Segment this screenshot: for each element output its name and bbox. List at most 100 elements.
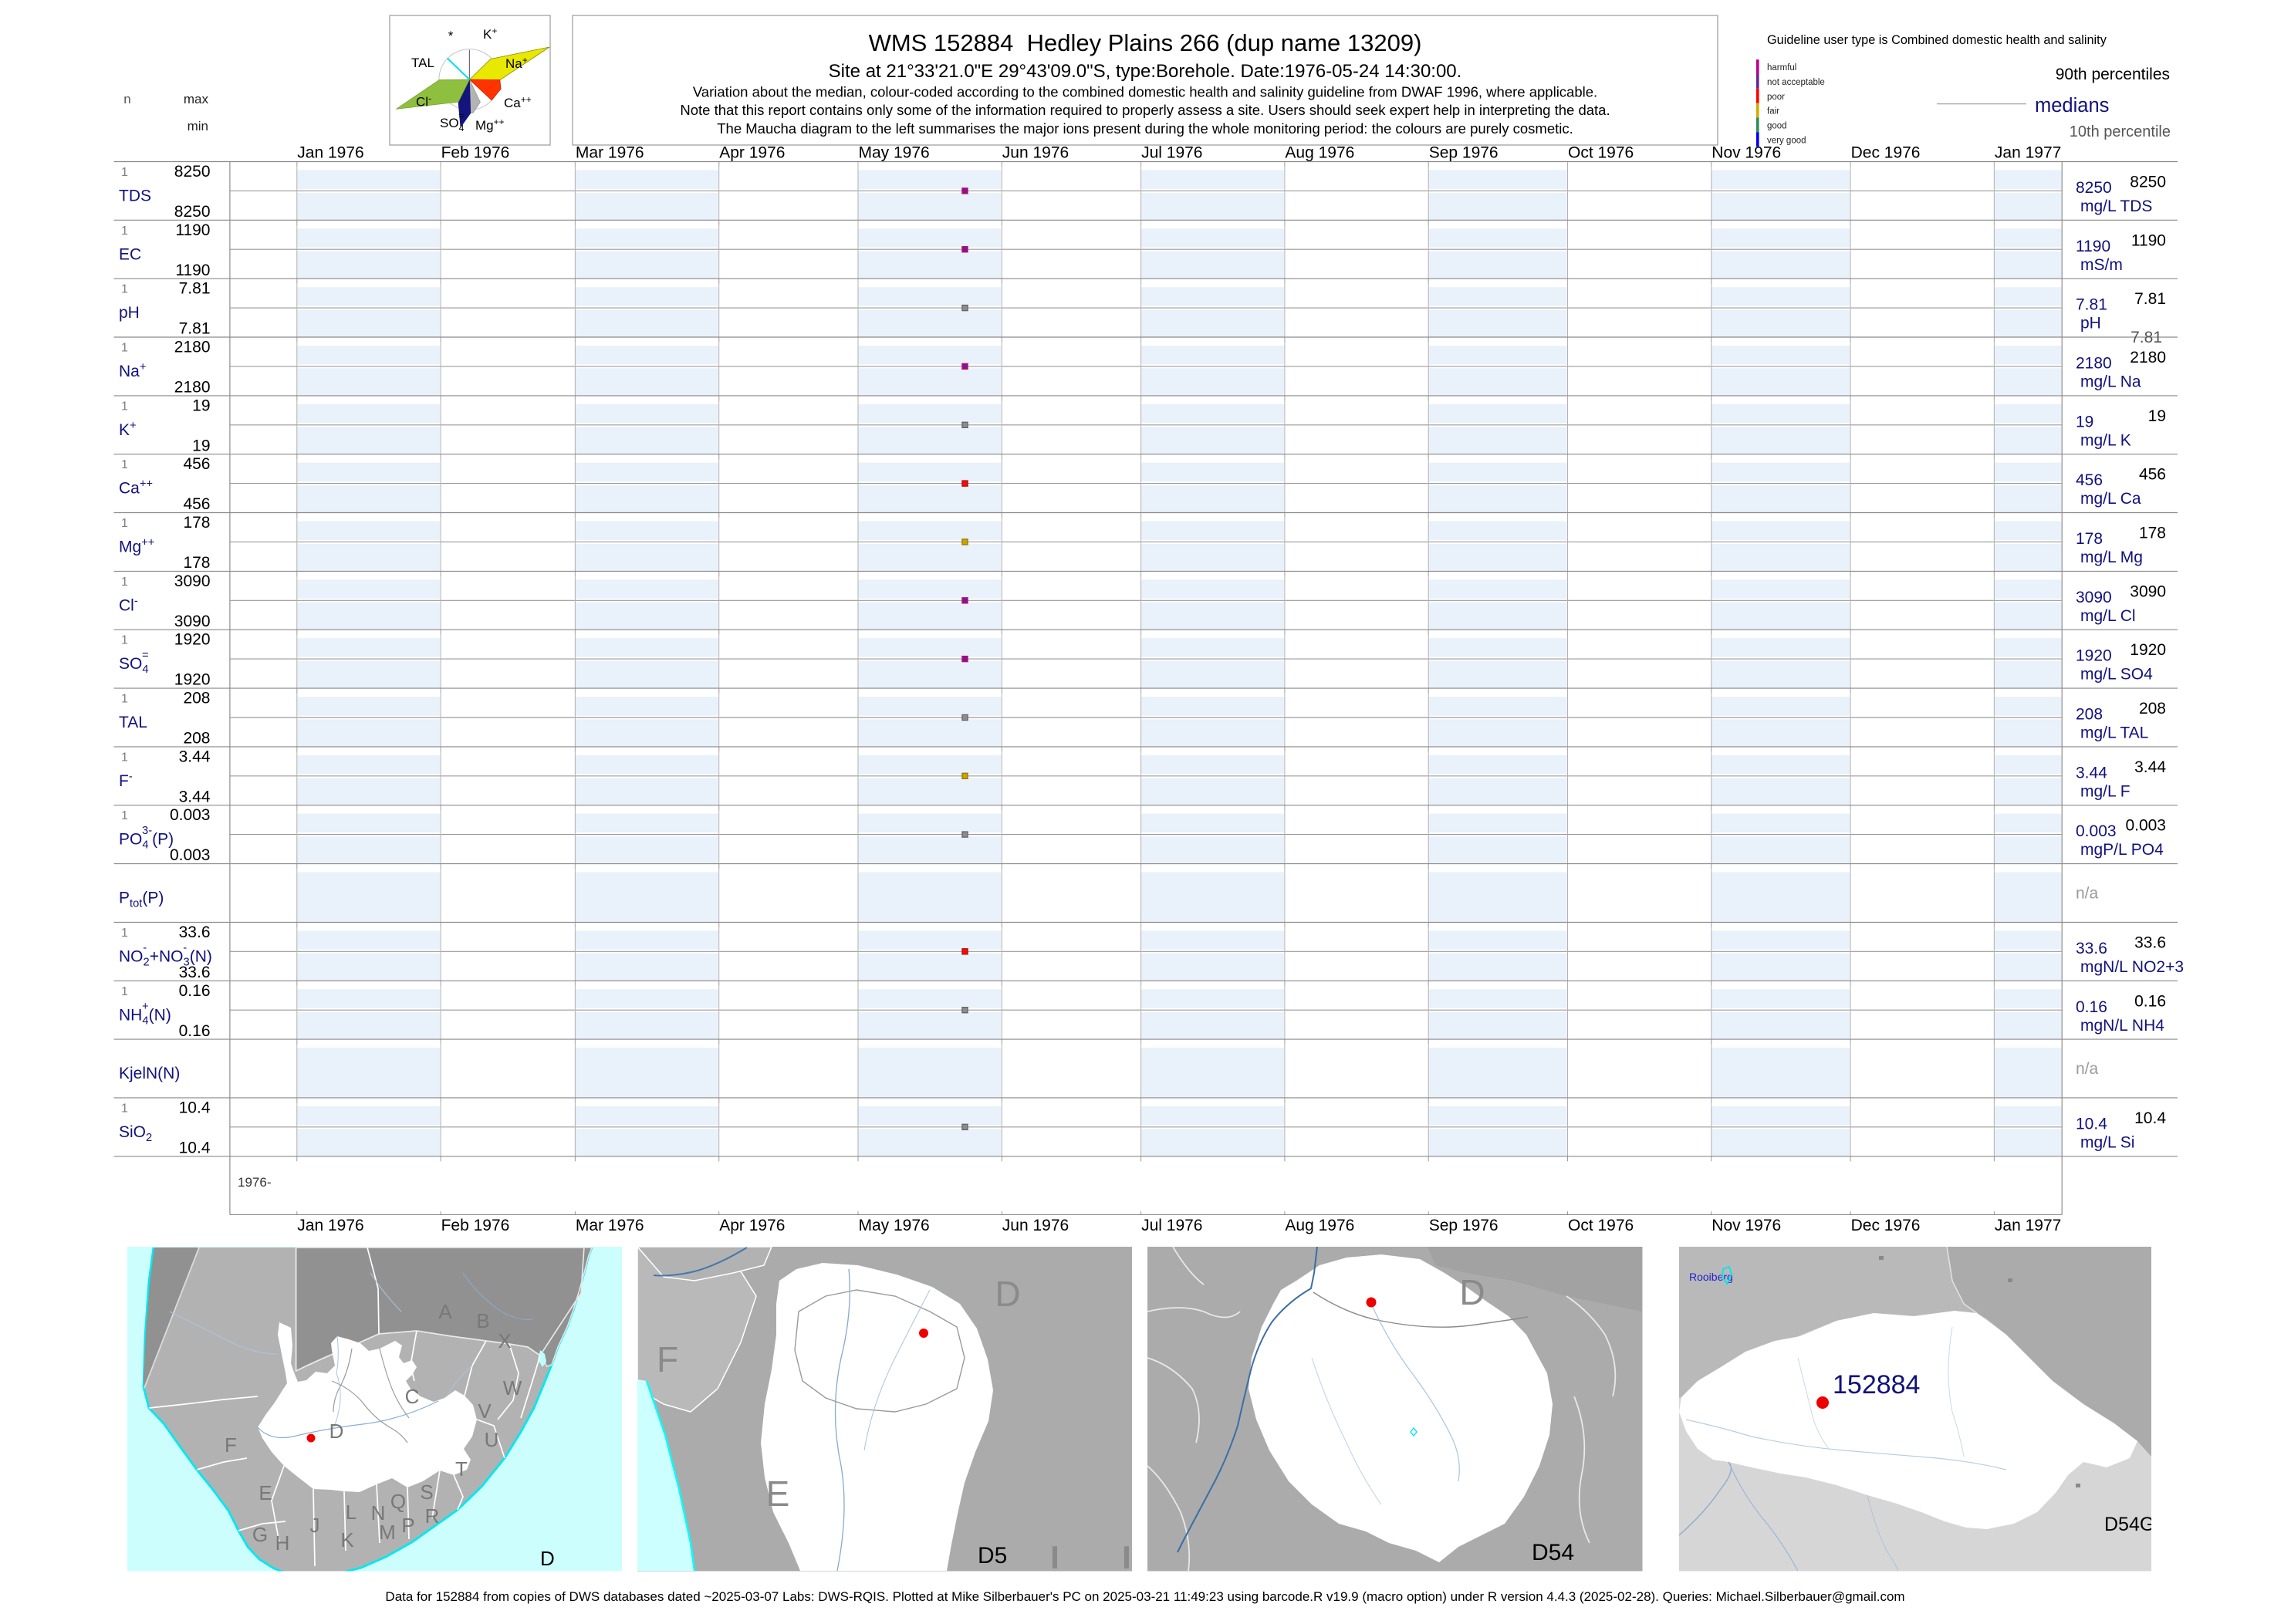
svg-text:3090: 3090: [2130, 582, 2166, 600]
svg-text:SO4 =: SO4 =: [119, 650, 149, 677]
svg-text:Feb 1976: Feb 1976: [441, 144, 510, 162]
svg-text:H: H: [275, 1531, 290, 1555]
svg-text:1190: 1190: [175, 262, 210, 279]
svg-text:Jan 1977: Jan 1977: [1995, 144, 2061, 162]
svg-text:J: J: [310, 1514, 320, 1537]
svg-text:mg/L Mg: mg/L Mg: [2080, 549, 2143, 566]
svg-text:The Maucha diagram to the left: The Maucha diagram to the left summarise…: [717, 120, 1573, 137]
svg-text:Q: Q: [390, 1490, 406, 1513]
svg-text:19: 19: [192, 397, 210, 414]
svg-text:V: V: [478, 1399, 492, 1423]
svg-text:10.4: 10.4: [179, 1139, 211, 1156]
svg-text:M: M: [379, 1521, 396, 1544]
svg-text:8250: 8250: [174, 203, 211, 221]
svg-text:n: n: [123, 92, 130, 106]
svg-text:mg/L Cl: mg/L Cl: [2080, 607, 2136, 625]
svg-text:F: F: [657, 1339, 678, 1379]
svg-text:7.81: 7.81: [2130, 329, 2162, 346]
svg-text:S: S: [420, 1481, 433, 1504]
svg-text:*: *: [448, 29, 454, 43]
svg-text:7.81: 7.81: [2134, 290, 2166, 308]
svg-text:3.44: 3.44: [179, 748, 211, 765]
svg-text:90th percentiles: 90th percentiles: [2056, 66, 2170, 83]
svg-text:C: C: [405, 1385, 420, 1408]
svg-text:10.4: 10.4: [2134, 1109, 2166, 1127]
svg-text:NO2 - +NO3 - (N): NO2 - +NO3 - (N): [119, 942, 212, 969]
svg-text:not acceptable: not acceptable: [1767, 78, 1825, 87]
svg-text:1: 1: [121, 458, 128, 471]
svg-text:E: E: [766, 1474, 790, 1514]
svg-text:F: F: [225, 1433, 237, 1457]
svg-text:D54G: D54G: [2104, 1514, 2154, 1535]
svg-text:0.16: 0.16: [179, 1022, 211, 1040]
svg-text:P: P: [401, 1514, 414, 1537]
svg-text:pH: pH: [119, 304, 140, 322]
svg-text:Jun 1976: Jun 1976: [1002, 144, 1069, 162]
svg-text:Oct 1976: Oct 1976: [1568, 1217, 1634, 1234]
svg-text:TDS: TDS: [119, 187, 151, 205]
svg-text:Jul 1976: Jul 1976: [1141, 1217, 1202, 1234]
svg-text:152884: 152884: [1833, 1370, 1920, 1399]
svg-text:3.44: 3.44: [179, 788, 211, 805]
svg-text:33.6: 33.6: [179, 964, 211, 981]
svg-text:Sep 1976: Sep 1976: [1429, 1217, 1499, 1234]
svg-text:I: I: [1122, 1539, 1131, 1575]
svg-text:Oct 1976: Oct 1976: [1568, 144, 1634, 162]
svg-text:1: 1: [121, 283, 128, 296]
svg-text:mS/m: mS/m: [2080, 256, 2123, 274]
svg-text:3090: 3090: [2076, 589, 2112, 606]
svg-text:3090: 3090: [174, 613, 211, 630]
svg-text:7.81: 7.81: [2076, 296, 2107, 314]
svg-text:178: 178: [2076, 530, 2103, 548]
svg-text:8250: 8250: [2130, 174, 2166, 191]
svg-text:Mar 1976: Mar 1976: [576, 1217, 644, 1234]
svg-text:pH: pH: [2080, 315, 2101, 333]
svg-text:D: D: [329, 1420, 344, 1443]
svg-text:Rooiberg: Rooiberg: [1689, 1271, 1733, 1283]
svg-text:mg/L Ca: mg/L Ca: [2080, 490, 2141, 508]
svg-text:1920: 1920: [174, 631, 211, 649]
svg-text:10th percentile: 10th percentile: [2070, 123, 2171, 140]
svg-text:mg/L TDS: mg/L TDS: [2080, 198, 2152, 215]
svg-text:E: E: [258, 1481, 272, 1504]
svg-text:Ptot (P): Ptot (P): [119, 890, 164, 910]
svg-text:harmful: harmful: [1767, 63, 1796, 73]
svg-text:1: 1: [121, 225, 128, 238]
svg-text:n/a: n/a: [2076, 885, 2099, 903]
svg-text:Ca++: Ca++: [119, 478, 153, 498]
svg-text:208: 208: [183, 690, 210, 707]
svg-text:7.81: 7.81: [179, 280, 211, 298]
svg-text:D: D: [1459, 1272, 1485, 1312]
svg-text:PO4 3- (P): PO4 3- (P): [119, 825, 174, 852]
svg-text:Na+: Na+: [505, 55, 528, 71]
svg-text:0.003: 0.003: [2125, 817, 2166, 835]
svg-text:456: 456: [183, 455, 210, 473]
svg-text:poor: poor: [1767, 93, 1785, 102]
svg-text:fair: fair: [1767, 107, 1779, 116]
svg-text:33.6: 33.6: [179, 923, 211, 941]
svg-text:good: good: [1767, 121, 1787, 130]
svg-text:Aug 1976: Aug 1976: [1285, 1217, 1354, 1234]
svg-text:1: 1: [121, 576, 128, 589]
svg-text:D5: D5: [978, 1543, 1007, 1568]
svg-text:1920: 1920: [2076, 647, 2112, 665]
svg-text:Nov 1976: Nov 1976: [1711, 144, 1781, 162]
svg-text:Dec 1976: Dec 1976: [1851, 144, 1921, 162]
svg-text:n/a: n/a: [2076, 1060, 2099, 1078]
svg-text:33.6: 33.6: [2134, 934, 2166, 951]
svg-text:max: max: [184, 92, 209, 106]
svg-text:very good: very good: [1767, 136, 1806, 145]
svg-text:mgN/L NH4: mgN/L NH4: [2080, 1017, 2164, 1035]
svg-text:N: N: [371, 1501, 386, 1524]
svg-text:208: 208: [2076, 706, 2103, 724]
svg-text:33.6: 33.6: [2076, 940, 2107, 957]
svg-text:mg/L SO4: mg/L SO4: [2080, 666, 2153, 684]
svg-text:1: 1: [121, 166, 128, 179]
svg-text:Note that this report contains: Note that this report contains only some…: [680, 102, 1610, 118]
svg-text:min: min: [188, 119, 208, 133]
svg-text:3.44: 3.44: [2076, 764, 2107, 782]
svg-text:NH4 + (N): NH4 + (N): [119, 1001, 171, 1028]
svg-text:456: 456: [2076, 471, 2103, 489]
svg-text:W: W: [503, 1376, 522, 1399]
svg-text:19: 19: [192, 437, 210, 454]
